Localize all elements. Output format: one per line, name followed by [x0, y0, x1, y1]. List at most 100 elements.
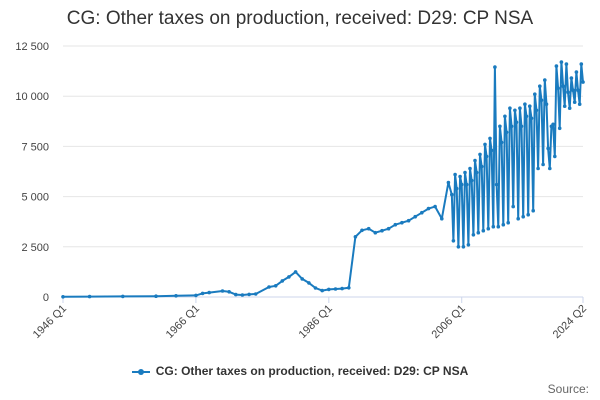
- data-point[interactable]: [569, 76, 574, 80]
- data-point[interactable]: [459, 182, 464, 187]
- data-point[interactable]: [473, 158, 477, 163]
- data-point[interactable]: [327, 287, 331, 292]
- series-line[interactable]: [62, 61, 584, 298]
- data-point[interactable]: [489, 148, 494, 153]
- data-point[interactable]: [496, 224, 501, 229]
- data-point[interactable]: [293, 270, 298, 274]
- data-point[interactable]: [333, 287, 338, 291]
- data-point[interactable]: [61, 295, 65, 299]
- data-point[interactable]: [506, 220, 511, 225]
- data-point[interactable]: [340, 286, 344, 291]
- data-point[interactable]: [577, 102, 582, 106]
- data-point[interactable]: [533, 92, 537, 96]
- data-point[interactable]: [320, 288, 325, 293]
- data-point[interactable]: [469, 178, 474, 183]
- data-point[interactable]: [513, 108, 517, 113]
- data-point[interactable]: [557, 126, 562, 131]
- data-point[interactable]: [451, 239, 456, 243]
- data-point[interactable]: [554, 64, 559, 68]
- data-point[interactable]: [456, 245, 461, 249]
- data-point[interactable]: [479, 164, 484, 169]
- data-point[interactable]: [503, 114, 507, 119]
- data-point[interactable]: [581, 80, 585, 84]
- data-point[interactable]: [471, 233, 476, 237]
- data-point[interactable]: [531, 208, 535, 213]
- data-point[interactable]: [253, 292, 258, 296]
- data-point[interactable]: [491, 224, 496, 229]
- data-point[interactable]: [280, 279, 285, 283]
- data-point[interactable]: [406, 218, 411, 223]
- data-point[interactable]: [538, 84, 542, 88]
- data-point[interactable]: [541, 162, 545, 167]
- data-point[interactable]: [523, 102, 527, 106]
- data-point[interactable]: [267, 285, 271, 289]
- data-point[interactable]: [478, 152, 482, 157]
- data-point[interactable]: [572, 100, 577, 104]
- data-point[interactable]: [544, 102, 549, 106]
- data-point[interactable]: [486, 226, 491, 231]
- data-point[interactable]: [564, 62, 569, 66]
- data-point[interactable]: [446, 180, 451, 185]
- data-point[interactable]: [543, 78, 547, 82]
- data-point[interactable]: [556, 86, 560, 90]
- data-point[interactable]: [440, 216, 444, 221]
- data-point[interactable]: [561, 84, 565, 88]
- data-point[interactable]: [227, 290, 231, 294]
- data-point[interactable]: [353, 235, 358, 239]
- data-point[interactable]: [501, 222, 506, 227]
- data-point[interactable]: [393, 222, 398, 227]
- data-point[interactable]: [534, 108, 539, 113]
- data-point[interactable]: [511, 204, 515, 209]
- data-point[interactable]: [567, 106, 572, 110]
- data-point[interactable]: [458, 174, 462, 179]
- data-point[interactable]: [528, 104, 532, 108]
- data-point[interactable]: [360, 228, 364, 233]
- data-point[interactable]: [536, 166, 540, 171]
- data-point[interactable]: [571, 88, 575, 92]
- data-point[interactable]: [273, 284, 278, 288]
- data-point[interactable]: [413, 214, 418, 219]
- data-point[interactable]: [454, 186, 459, 191]
- data-point[interactable]: [574, 70, 579, 74]
- data-point[interactable]: [521, 214, 525, 219]
- data-point[interactable]: [220, 289, 225, 293]
- data-point[interactable]: [566, 90, 570, 94]
- data-point[interactable]: [579, 62, 584, 66]
- data-point[interactable]: [476, 230, 481, 235]
- data-point[interactable]: [464, 182, 469, 187]
- data-point[interactable]: [307, 281, 311, 285]
- data-point[interactable]: [519, 124, 524, 129]
- data-point[interactable]: [559, 60, 564, 64]
- data-point[interactable]: [287, 275, 291, 279]
- data-point[interactable]: [420, 210, 424, 215]
- data-point[interactable]: [300, 277, 305, 281]
- data-point[interactable]: [576, 88, 580, 92]
- data-point[interactable]: [380, 228, 384, 233]
- data-point[interactable]: [518, 106, 522, 110]
- data-point[interactable]: [87, 294, 92, 299]
- data-point[interactable]: [463, 170, 467, 175]
- data-point[interactable]: [247, 292, 251, 297]
- data-point[interactable]: [240, 293, 245, 297]
- source-credit[interactable]: Source:: [547, 382, 589, 396]
- data-point[interactable]: [504, 130, 509, 135]
- data-point[interactable]: [488, 136, 492, 141]
- data-point[interactable]: [466, 243, 471, 247]
- data-point[interactable]: [509, 124, 514, 129]
- data-point[interactable]: [453, 172, 457, 177]
- data-point[interactable]: [234, 292, 238, 297]
- data-point[interactable]: [450, 192, 454, 197]
- data-point[interactable]: [433, 204, 437, 209]
- data-point[interactable]: [493, 65, 497, 69]
- data-point[interactable]: [481, 228, 486, 233]
- data-point[interactable]: [539, 98, 544, 102]
- data-point[interactable]: [551, 122, 555, 127]
- data-point[interactable]: [553, 154, 557, 159]
- data-point[interactable]: [174, 294, 178, 298]
- data-point[interactable]: [468, 166, 472, 171]
- data-point[interactable]: [366, 226, 371, 231]
- data-point[interactable]: [526, 212, 530, 217]
- data-point[interactable]: [154, 294, 158, 299]
- data-point[interactable]: [400, 220, 404, 225]
- data-point[interactable]: [121, 294, 125, 299]
